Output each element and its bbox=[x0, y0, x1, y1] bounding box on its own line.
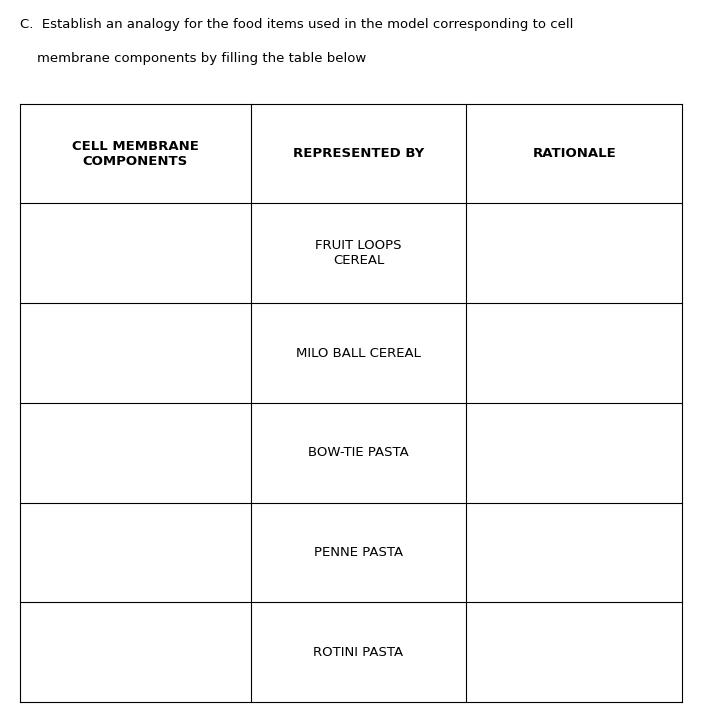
Text: FRUIT LOOPS
CEREAL: FRUIT LOOPS CEREAL bbox=[315, 240, 402, 267]
Text: RATIONALE: RATIONALE bbox=[533, 147, 616, 160]
Text: MILO BALL CEREAL: MILO BALL CEREAL bbox=[296, 347, 421, 360]
Text: BOW-TIE PASTA: BOW-TIE PASTA bbox=[308, 446, 409, 459]
Text: CELL MEMBRANE
COMPONENTS: CELL MEMBRANE COMPONENTS bbox=[72, 139, 199, 167]
Text: C.  Establish an analogy for the food items used in the model corresponding to c: C. Establish an analogy for the food ite… bbox=[20, 18, 573, 31]
Text: membrane components by filling the table below: membrane components by filling the table… bbox=[20, 52, 366, 65]
Text: ROTINI PASTA: ROTINI PASTA bbox=[314, 646, 404, 659]
Text: REPRESENTED BY: REPRESENTED BY bbox=[293, 147, 424, 160]
Text: PENNE PASTA: PENNE PASTA bbox=[314, 546, 403, 559]
